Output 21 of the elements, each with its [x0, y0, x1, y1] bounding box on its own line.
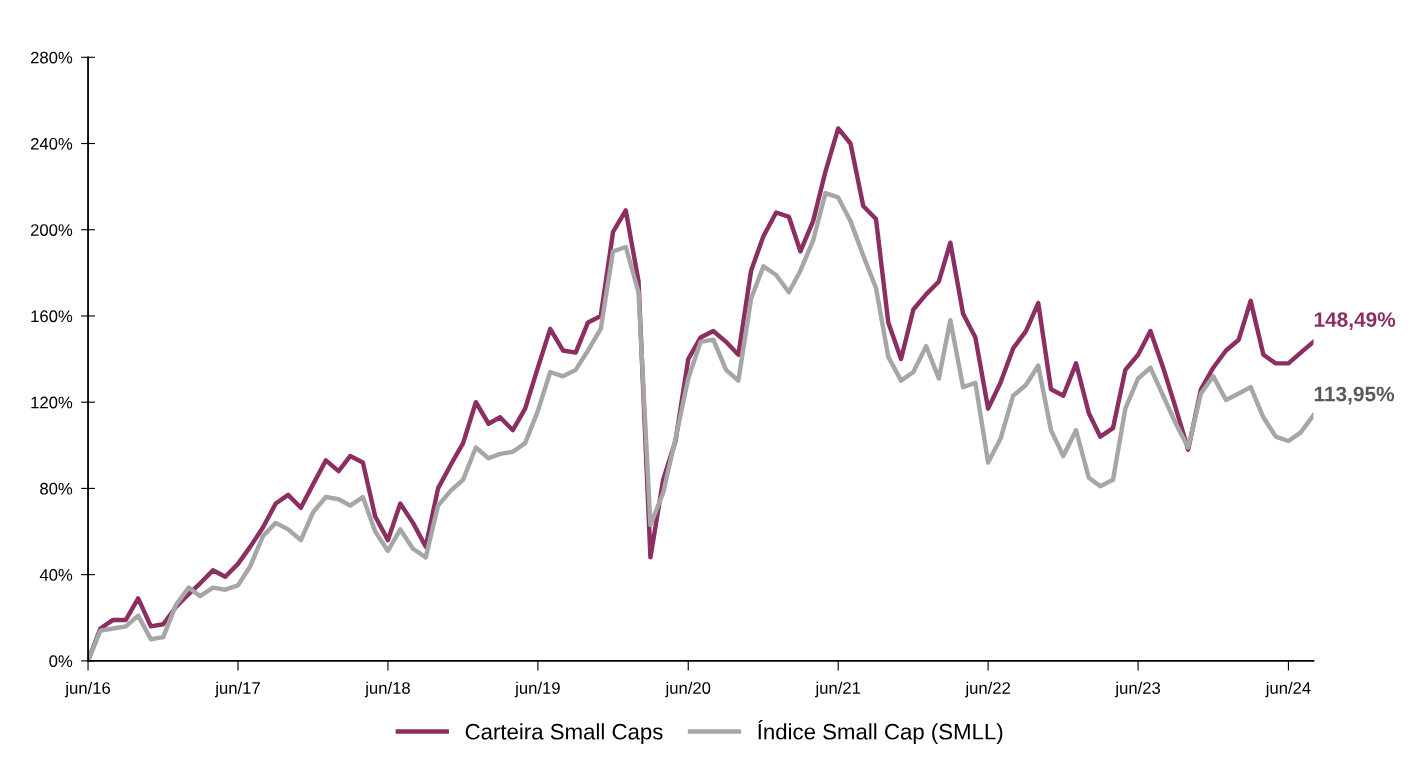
y-tick-label: 80%: [40, 482, 73, 495]
y-tick-label: 120%: [31, 396, 73, 409]
y-tick-label: 160%: [31, 310, 73, 323]
x-tick-label: jun/19: [514, 681, 560, 698]
y-tick-label: 0%: [49, 655, 73, 668]
legend-label: Carteira Small Caps: [465, 723, 663, 744]
x-tick-label: jun/16: [64, 681, 111, 698]
y-tick-label: 40%: [39, 569, 73, 581]
x-tick-label: jun/24: [1265, 681, 1311, 698]
legend-label: Índice Small Cap (SMLL): [758, 720, 1003, 744]
x-tick-label: jun/23: [1114, 681, 1161, 698]
x-tick-label: jun/20: [665, 681, 711, 698]
y-tick-label: 200%: [30, 224, 73, 236]
annotation: 113,95%: [1314, 386, 1395, 405]
x-tick-label: jun/18: [364, 681, 410, 698]
x-tick-label: jun/22: [965, 681, 1010, 698]
y-tick-label: 240%: [30, 137, 73, 150]
y-tick-label: 280%: [30, 51, 73, 64]
x-tick-label: jun/21: [815, 681, 861, 698]
annotation: 148,49%: [1314, 312, 1396, 330]
x-tick-label: jun/17: [214, 681, 260, 698]
